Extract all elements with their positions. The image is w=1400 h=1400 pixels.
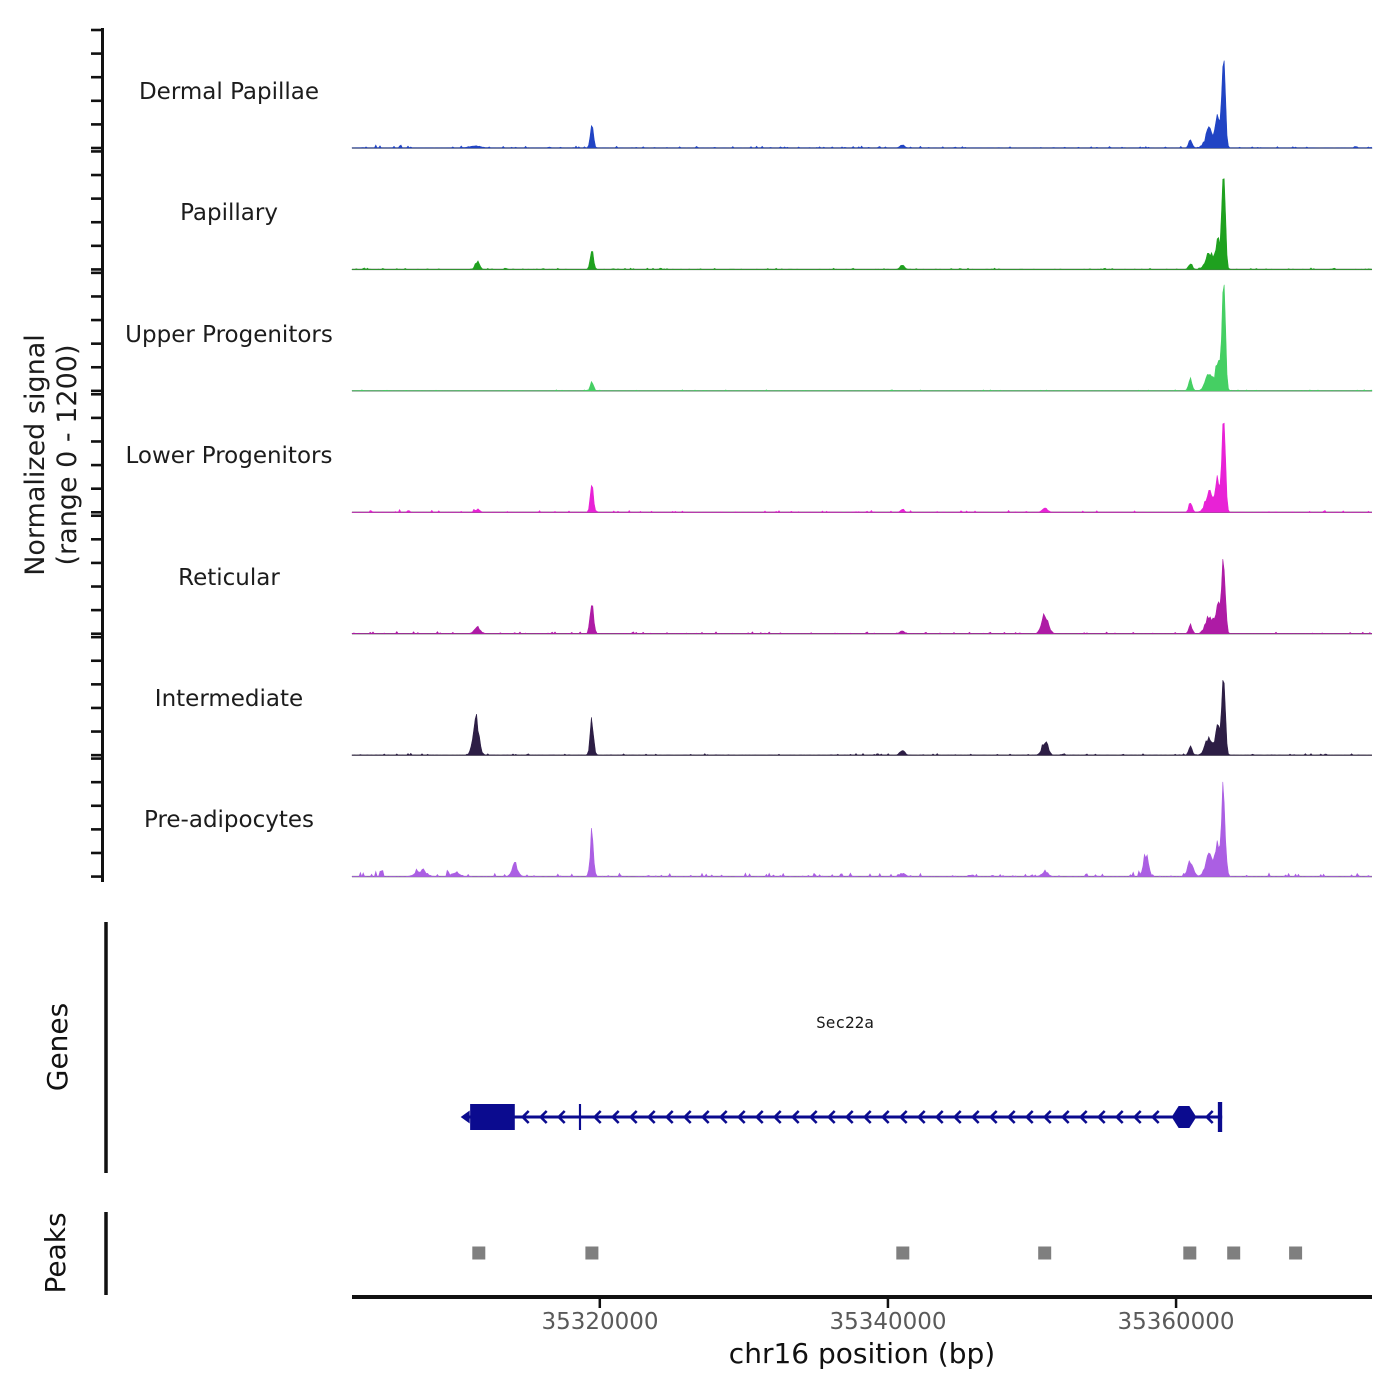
x-axis-title: chr16 position (bp) bbox=[728, 1337, 996, 1370]
track-label-upper-progenitors: Upper Progenitors bbox=[125, 322, 333, 348]
x-axis-tick-label-2: 35360000 bbox=[1117, 1309, 1235, 1335]
peaks-section-label: Peaks bbox=[39, 1212, 72, 1294]
track-label-dermal-papillae: Dermal Papillae bbox=[138, 79, 320, 105]
track-label-papillary: Papillary bbox=[180, 200, 278, 226]
signal-track-1 bbox=[351, 178, 1373, 271]
signal-track-3 bbox=[351, 422, 1373, 513]
y-axis-ruler bbox=[91, 28, 104, 882]
y-axis-label-line2: (range 0 - 1200) bbox=[52, 344, 83, 566]
gene-name-sec22a: Sec22a bbox=[816, 1013, 874, 1032]
x-axis bbox=[352, 1295, 1372, 1308]
y-axis-label-line1: Normalized signal bbox=[20, 334, 51, 576]
track-label-pre-adipocytes: Pre-adipocytes bbox=[143, 807, 315, 833]
track-label-intermediate: Intermediate bbox=[154, 686, 304, 712]
track-label-lower-progenitors: Lower Progenitors bbox=[125, 443, 333, 469]
signal-track-6 bbox=[351, 781, 1373, 878]
track-label-reticular: Reticular bbox=[178, 565, 280, 591]
y-axis-label: Normalized signal (range 0 - 1200) bbox=[20, 255, 84, 655]
x-axis-tick-label-1: 35340000 bbox=[829, 1309, 947, 1335]
signal-track-2 bbox=[351, 284, 1373, 392]
peaks-track bbox=[472, 1246, 1303, 1260]
signal-track-5 bbox=[351, 680, 1373, 756]
signal-track-0 bbox=[351, 60, 1373, 149]
signal-track-4 bbox=[351, 559, 1373, 635]
gene-model-sec22a bbox=[460, 1102, 1223, 1132]
x-axis-tick-label-0: 35320000 bbox=[541, 1309, 659, 1335]
